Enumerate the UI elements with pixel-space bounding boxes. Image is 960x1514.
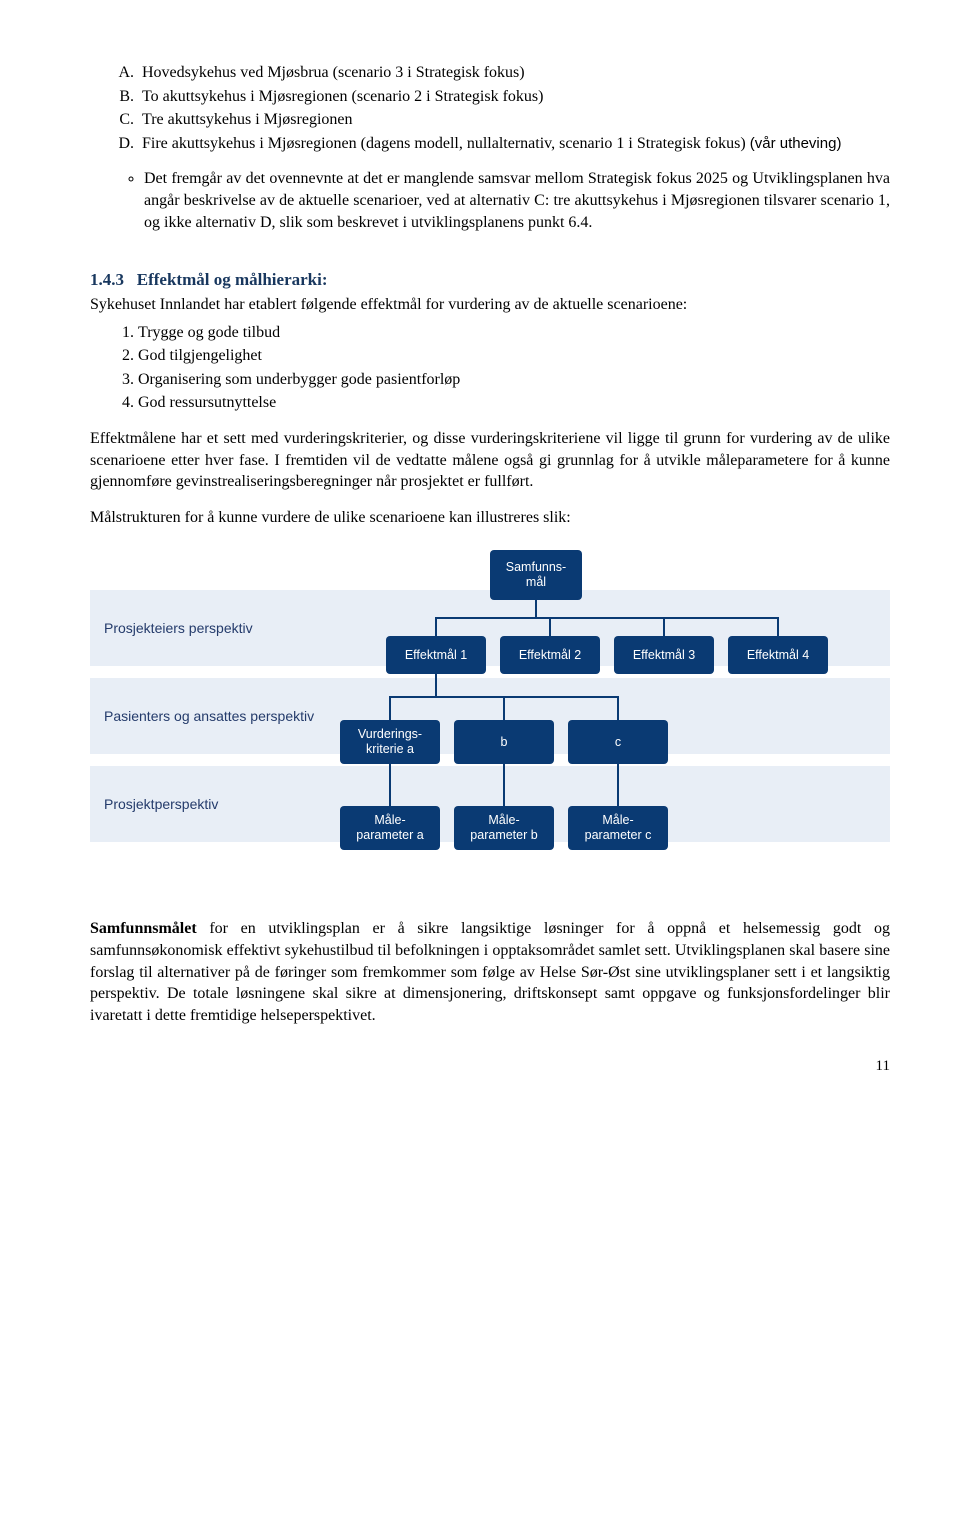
diagram-node-top: Samfunns-mål (490, 550, 582, 600)
goal-4: God ressursutnyttelse (138, 392, 890, 414)
page-number: 11 (90, 1056, 890, 1076)
diagram-node-mB: Måle-parameter b (454, 806, 554, 850)
diagram-node-e3: Effektmål 3 (614, 636, 714, 674)
sub-bullet-list: Det fremgår av det ovennevnte at det er … (90, 168, 890, 233)
paragraph-after-goals: Effektmålene har et sett med vurderingsk… (90, 428, 890, 493)
diagram-node-vC: c (568, 720, 668, 764)
sub-bullet: Det fremgår av det ovennevnte at det er … (144, 168, 890, 233)
goal-2: God tilgjengelighet (138, 345, 890, 367)
goals-list: Trygge og gode tilbud God tilgjengelighe… (90, 322, 890, 414)
diagram-node-mC: Måle-parameter c (568, 806, 668, 850)
diagram-node-vB: b (454, 720, 554, 764)
figure-intro: Målstrukturen for å kunne vurdere de uli… (90, 507, 890, 529)
goal-hierarchy-diagram: Prosjekteiers perspektiv Pasienters og a… (90, 550, 890, 890)
scenario-a: Hovedsykehus ved Mjøsbrua (scenario 3 i … (138, 62, 890, 84)
scenario-d: Fire akuttsykehus i Mjøsregionen (dagens… (138, 133, 890, 155)
scenario-list: Hovedsykehus ved Mjøsbrua (scenario 3 i … (90, 62, 890, 154)
scenario-b: To akuttsykehus i Mjøsregionen (scenario… (138, 86, 890, 108)
goal-3: Organisering som underbygger gode pasien… (138, 369, 890, 391)
scenario-d-text: Fire akuttsykehus i Mjøsregionen (dagens… (142, 135, 750, 152)
section-number: 1.4.3 (90, 270, 124, 289)
section-title: Effektmål og målhierarki: (137, 270, 328, 289)
conclusion-bold: Samfunnsmålet (90, 920, 197, 937)
diagram-node-e4: Effektmål 4 (728, 636, 828, 674)
scenario-c: Tre akuttsykehus i Mjøsregionen (138, 109, 890, 131)
section-intro: Sykehuset Innlandet har etablert følgend… (90, 294, 890, 316)
section-intro-text: Sykehuset Innlandet har etablert følgend… (90, 296, 687, 313)
conclusion-paragraph: Samfunnsmålet for en utviklingsplan er å… (90, 918, 890, 1026)
scenario-d-note: (vår utheving) (750, 135, 842, 152)
diagram-node-vA: Vurderings-kriterie a (340, 720, 440, 764)
diagram-node-mA: Måle-parameter a (340, 806, 440, 850)
conclusion-rest: for en utviklingsplan er å sikre langsik… (90, 920, 890, 1023)
goal-1: Trygge og gode tilbud (138, 322, 890, 344)
diagram-node-e2: Effektmål 2 (500, 636, 600, 674)
diagram-node-e1: Effektmål 1 (386, 636, 486, 674)
section-heading: 1.4.3 Effektmål og målhierarki: (90, 269, 890, 292)
